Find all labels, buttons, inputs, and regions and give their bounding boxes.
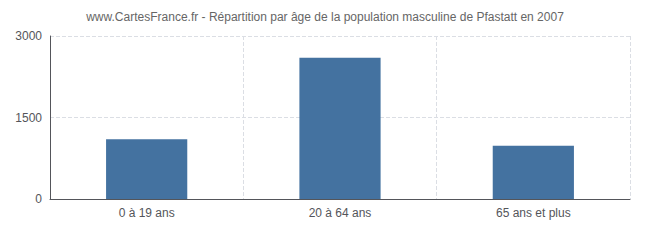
svg-text:65 ans et plus: 65 ans et plus — [496, 206, 571, 220]
svg-text:www.CartesFrance.fr - Répartit: www.CartesFrance.fr - Répartition par âg… — [85, 10, 564, 24]
svg-text:0 à 19 ans: 0 à 19 ans — [119, 206, 175, 220]
svg-text:1500: 1500 — [15, 111, 42, 125]
svg-text:0: 0 — [35, 192, 42, 206]
svg-text:3000: 3000 — [15, 29, 42, 43]
svg-text:20 à 64 ans: 20 à 64 ans — [309, 206, 372, 220]
